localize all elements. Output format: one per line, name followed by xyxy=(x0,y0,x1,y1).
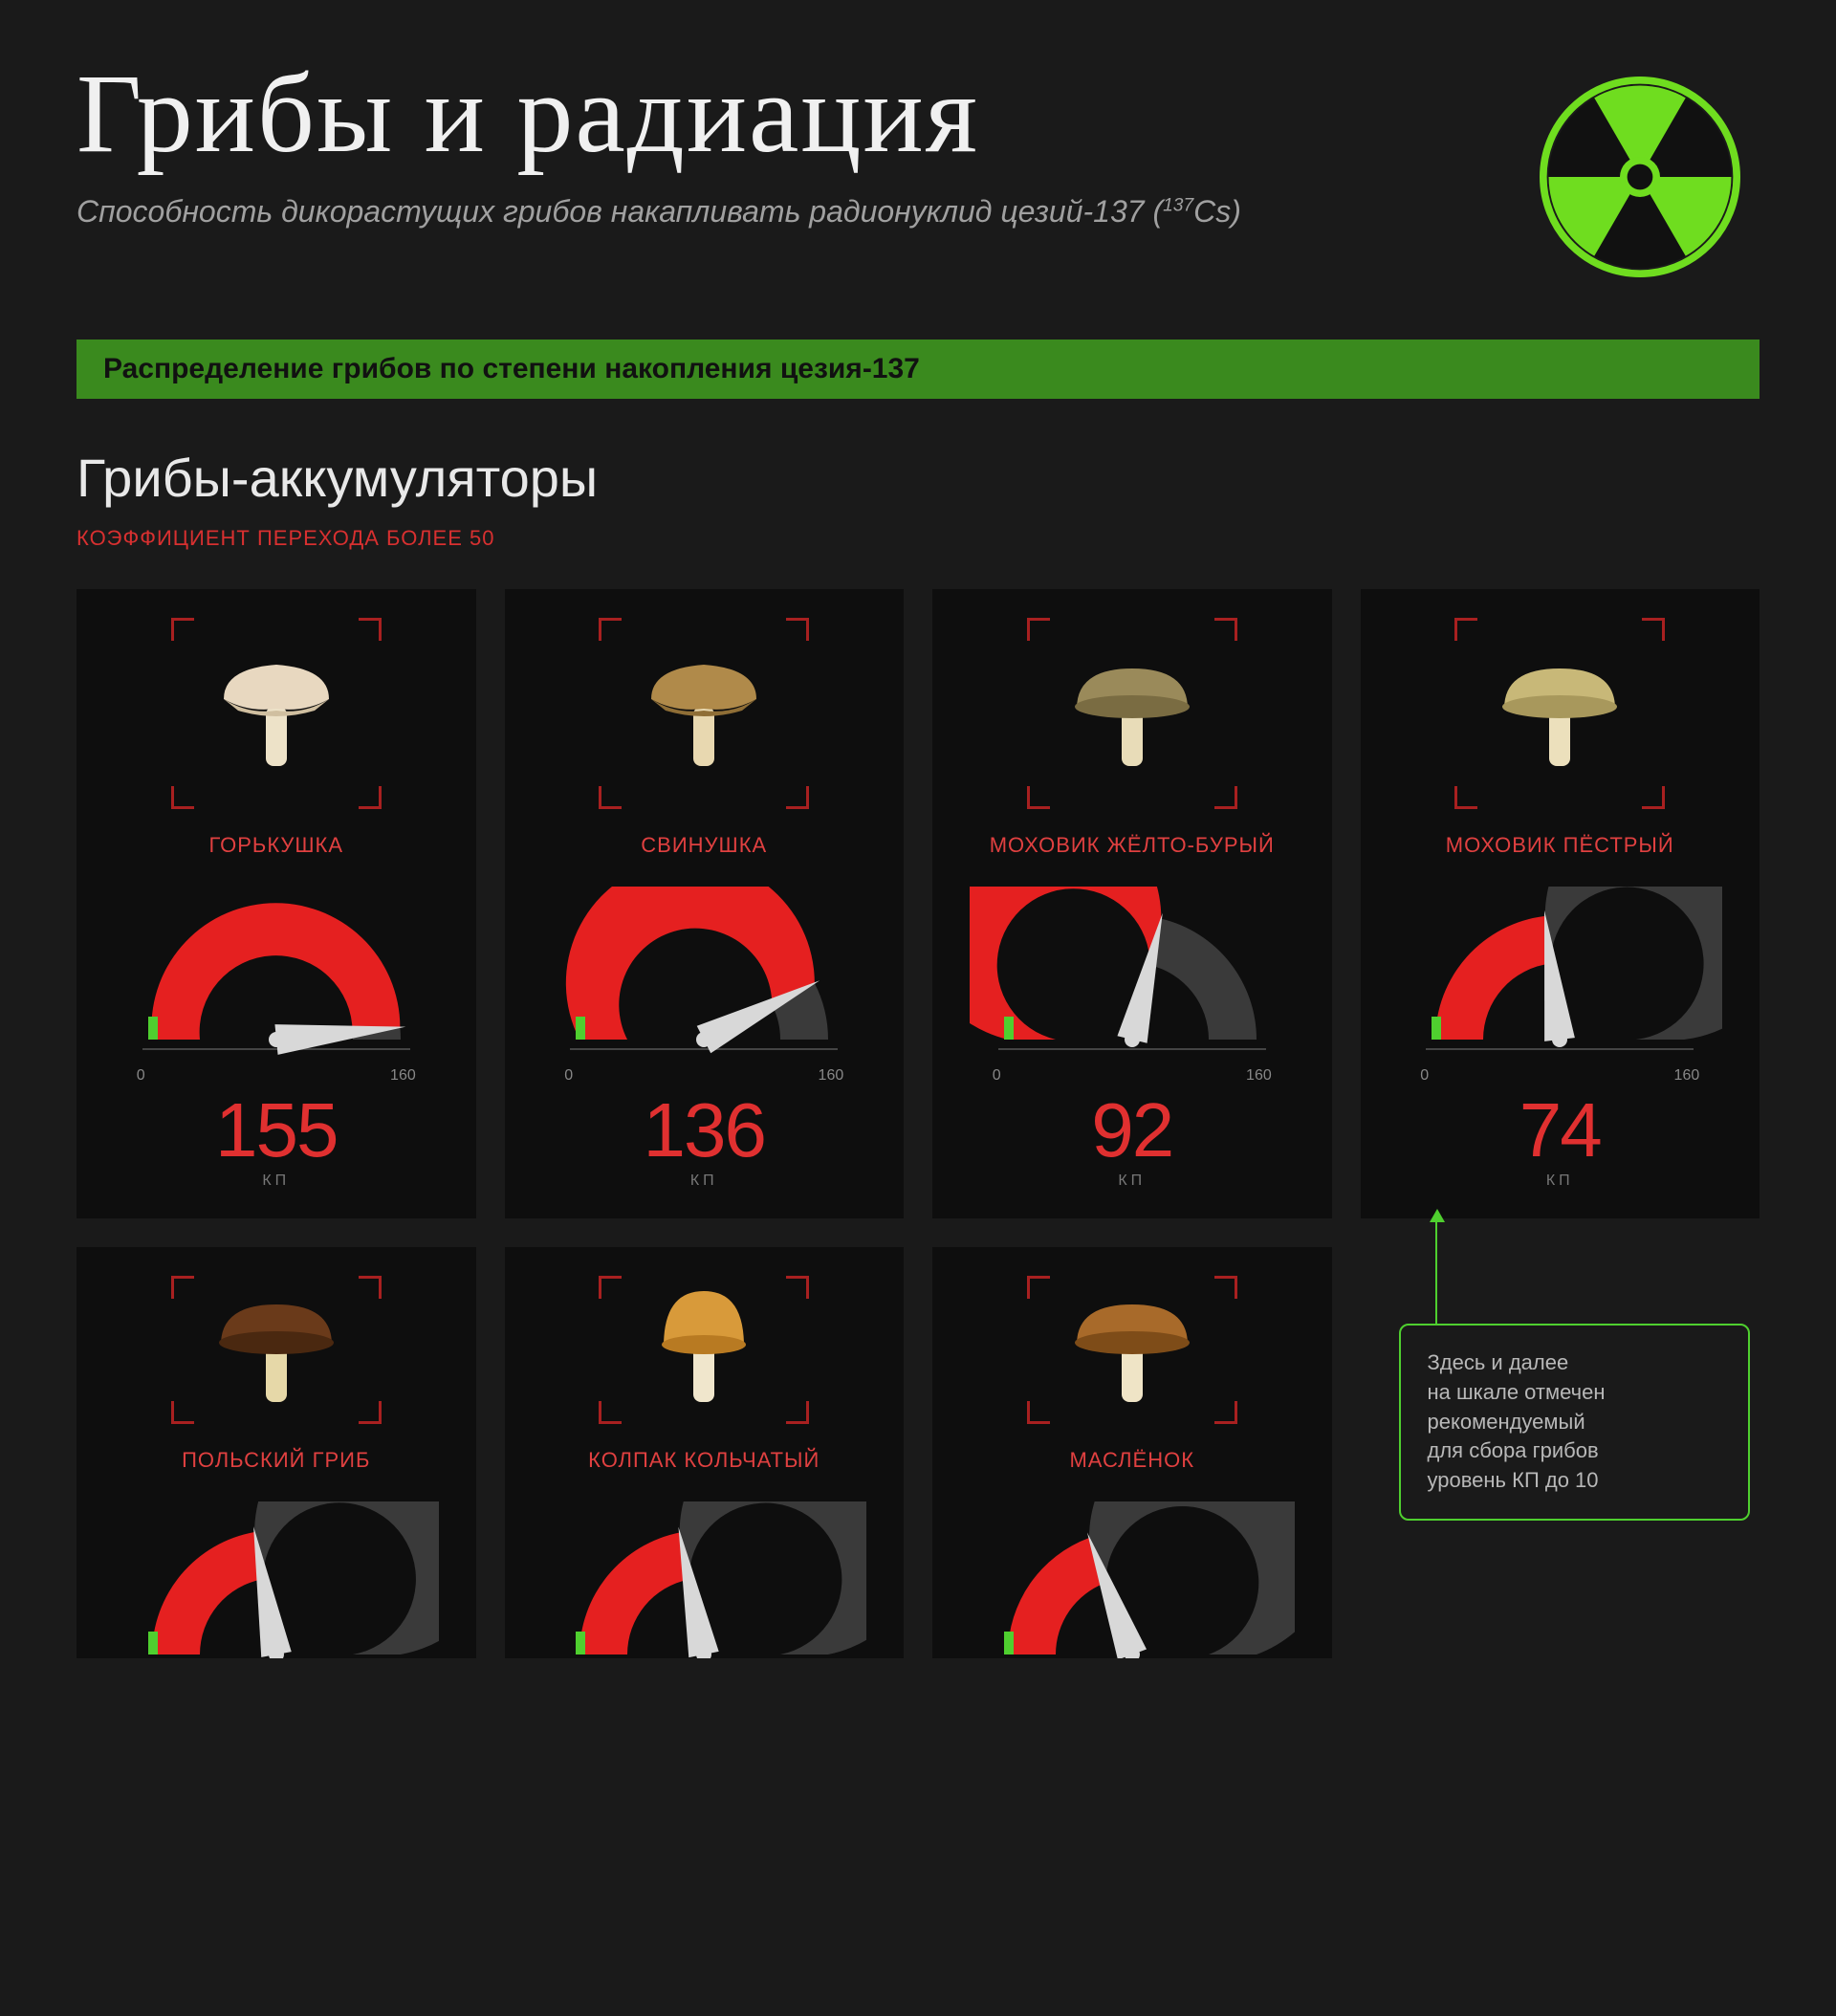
section-band: Распределение грибов по степени накоплен… xyxy=(76,340,1760,399)
mushroom-frame xyxy=(152,1276,401,1424)
radiation-icon xyxy=(1540,77,1740,282)
gauge: 0 160 xyxy=(970,1501,1295,1658)
note-arrow-icon xyxy=(1430,1209,1445,1222)
mushroom-icon xyxy=(627,1276,780,1424)
gauge-min-label: 0 xyxy=(137,1067,145,1085)
gauge: 0 160 xyxy=(1397,887,1722,1085)
mushroom-frame xyxy=(579,618,828,809)
mushroom-frame xyxy=(579,1276,828,1424)
note-cell: Здесь и далеена шкале отмеченрекомендуем… xyxy=(1361,1247,1760,1658)
mushroom-name: СВИНУШКА xyxy=(641,833,767,858)
page-subtitle: Способность дикорастущих грибов накаплив… xyxy=(76,194,1540,230)
gauge-value: 92 xyxy=(1091,1092,1172,1169)
mushroom-name: ПОЛЬСКИЙ ГРИБ xyxy=(182,1448,370,1473)
mushroom-name: ГОРЬКУШКА xyxy=(208,833,343,858)
gauge: 0 160 xyxy=(114,1501,439,1658)
gauge-max-label: 160 xyxy=(1246,1067,1272,1085)
mushroom-card: ГОРЬКУШКА 0 160 155 КП xyxy=(76,589,476,1218)
mushroom-frame xyxy=(1435,618,1684,809)
gauge-min-label: 0 xyxy=(993,1067,1001,1085)
gauge-value: 136 xyxy=(644,1092,765,1169)
subtitle-iso-sup: 137 xyxy=(1163,195,1193,215)
mushroom-icon xyxy=(200,1276,353,1424)
note-text: Здесь и далеена шкале отмеченрекомендуем… xyxy=(1428,1348,1722,1496)
gauge-unit: КП xyxy=(690,1172,718,1190)
mushroom-frame xyxy=(1008,618,1257,809)
header: Грибы и радиация Способность дикорастущи… xyxy=(76,57,1760,282)
mushroom-card: МАСЛЁНОК 0 160 62 КП xyxy=(932,1247,1332,1658)
gauge: 0 160 xyxy=(970,887,1295,1085)
note-box: Здесь и далеена шкале отмеченрекомендуем… xyxy=(1399,1324,1751,1521)
gauge: 0 160 xyxy=(541,887,866,1085)
subtitle-iso: Cs) xyxy=(1193,194,1241,229)
mushroom-icon xyxy=(1056,640,1209,788)
gauge-max-label: 160 xyxy=(390,1067,416,1085)
page-title: Грибы и радиация xyxy=(76,57,1540,170)
gauge-unit: КП xyxy=(262,1172,290,1190)
mushroom-name: МОХОВИК ЖЁЛТО-БУРЫЙ xyxy=(990,833,1275,858)
gauge-max-label: 160 xyxy=(819,1067,844,1085)
mushroom-icon xyxy=(1483,640,1636,788)
gauge: 0 160 xyxy=(541,1501,866,1658)
mushroom-name: КОЛПАК КОЛЬЧАТЫЙ xyxy=(588,1448,820,1473)
mushroom-card: МОХОВИК ЖЁЛТО-БУРЫЙ 0 160 92 КП xyxy=(932,589,1332,1218)
gauge-max-label: 160 xyxy=(1674,1067,1700,1085)
mushroom-name: МАСЛЁНОК xyxy=(1069,1448,1194,1473)
section-subtitle: КОЭФФИЦИЕНТ ПЕРЕХОДА БОЛЕЕ 50 xyxy=(76,526,1760,551)
mushroom-card: СВИНУШКА 0 160 136 КП xyxy=(505,589,905,1218)
mushroom-card: КОЛПАК КОЛЬЧАТЫЙ 0 160 70 КП xyxy=(505,1247,905,1658)
mushroom-name: МОХОВИК ПЁСТРЫЙ xyxy=(1446,833,1674,858)
gauge-value: 155 xyxy=(215,1092,337,1169)
section-title: Грибы-аккумуляторы xyxy=(76,447,1760,509)
mushroom-icon xyxy=(627,640,780,788)
mushroom-icon xyxy=(200,640,353,788)
gauge-min-label: 0 xyxy=(564,1067,573,1085)
mushroom-card: МОХОВИК ПЁСТРЫЙ 0 160 74 КП xyxy=(1361,589,1760,1218)
mushroom-grid: ГОРЬКУШКА 0 160 155 КП xyxy=(76,589,1760,1658)
gauge-unit: КП xyxy=(1546,1172,1574,1190)
section-band-text: Распределение грибов по степени накоплен… xyxy=(103,353,1733,385)
gauge-unit: КП xyxy=(1118,1172,1146,1190)
gauge-value: 74 xyxy=(1519,1092,1601,1169)
mushroom-frame xyxy=(1008,1276,1257,1424)
note-connector xyxy=(1435,1220,1437,1324)
mushroom-frame xyxy=(152,618,401,809)
gauge: 0 160 xyxy=(114,887,439,1085)
mushroom-card: ПОЛЬСКИЙ ГРИБ 0 160 71 КП xyxy=(76,1247,476,1658)
subtitle-prefix: Способность дикорастущих грибов накаплив… xyxy=(76,194,1163,229)
mushroom-icon xyxy=(1056,1276,1209,1424)
gauge-min-label: 0 xyxy=(1420,1067,1429,1085)
